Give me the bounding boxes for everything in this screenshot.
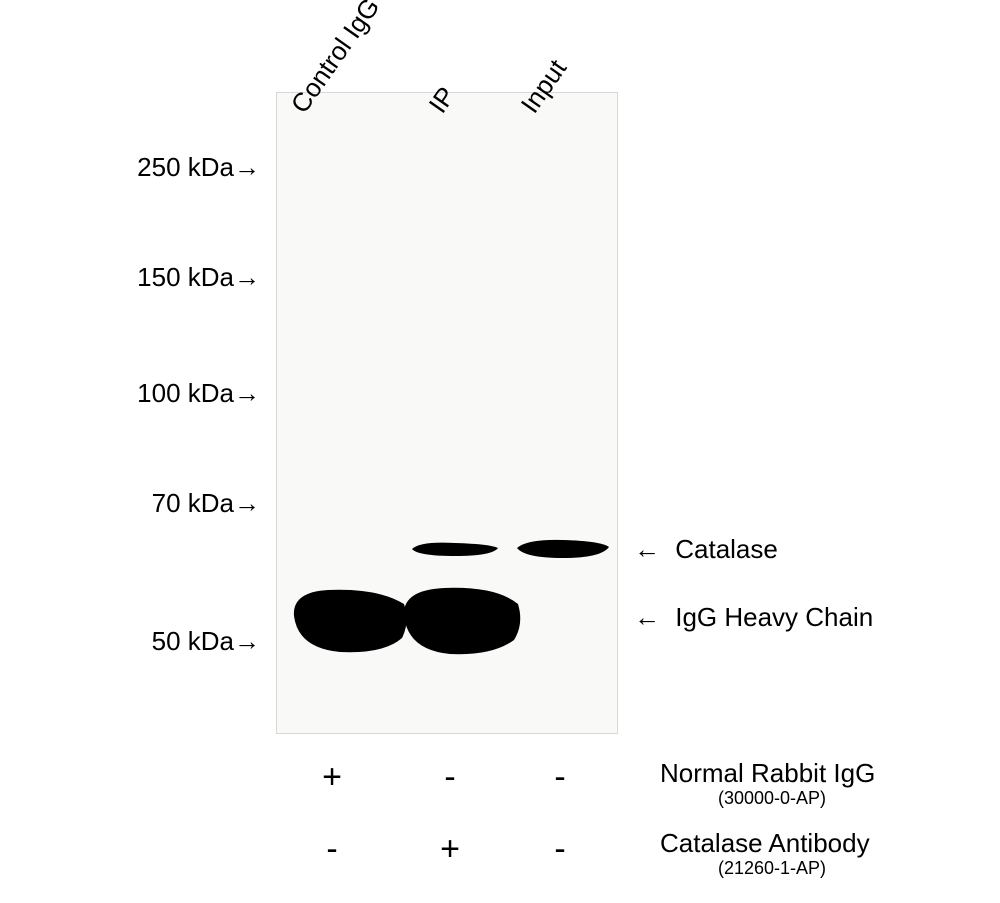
arrow-icon: → — [234, 378, 260, 409]
treatment-sub-catalase-antibody: (21260-1-AP) — [718, 858, 826, 879]
mw-text-250: 250 kDa — [137, 152, 234, 182]
figure-container: WWW.PTGLAB.COM Control IgG IP Input 250 … — [0, 0, 1000, 903]
band-catalase-ip — [410, 540, 500, 558]
band-annotation-igg-heavy-text: IgG Heavy Chain — [675, 602, 873, 632]
sign-row1-lane3: - — [540, 758, 580, 797]
arrow-icon: → — [234, 488, 260, 519]
band-annotation-catalase-text: Catalase — [675, 534, 778, 564]
band-annotation-igg-heavy: ← IgG Heavy Chain — [634, 602, 873, 633]
sign-row2-lane3: - — [540, 830, 580, 869]
treatment-label-catalase-antibody: Catalase Antibody — [660, 828, 870, 859]
arrow-left-icon: ← — [634, 602, 660, 632]
arrow-icon: → — [234, 152, 260, 183]
sign-row2-lane1: - — [312, 830, 352, 869]
treatment-sub-normal-rabbit-igg: (30000-0-AP) — [718, 788, 826, 809]
mw-text-70: 70 kDa — [152, 488, 234, 518]
mw-label-100: 100 kDa→ — [120, 378, 260, 409]
mw-text-150: 150 kDa — [137, 262, 234, 292]
mw-label-70: 70 kDa→ — [120, 488, 260, 519]
sign-row1-lane1: + — [312, 758, 352, 797]
band-annotation-catalase: ← Catalase — [634, 534, 778, 565]
sign-row1-lane2: - — [430, 758, 470, 797]
arrow-left-icon: ← — [634, 534, 660, 564]
mw-text-50: 50 kDa — [152, 626, 234, 656]
mw-label-150: 150 kDa→ — [120, 262, 260, 293]
band-catalase-input — [515, 538, 611, 560]
treatment-label-normal-rabbit-igg: Normal Rabbit IgG — [660, 758, 875, 789]
arrow-icon: → — [234, 262, 260, 293]
sign-row2-lane2: + — [430, 830, 470, 869]
band-igg-heavy-control — [288, 586, 410, 656]
arrow-icon: → — [234, 626, 260, 657]
mw-text-100: 100 kDa — [137, 378, 234, 408]
mw-label-250: 250 kDa→ — [120, 152, 260, 183]
band-igg-heavy-ip — [400, 584, 524, 658]
mw-label-50: 50 kDa→ — [120, 626, 260, 657]
